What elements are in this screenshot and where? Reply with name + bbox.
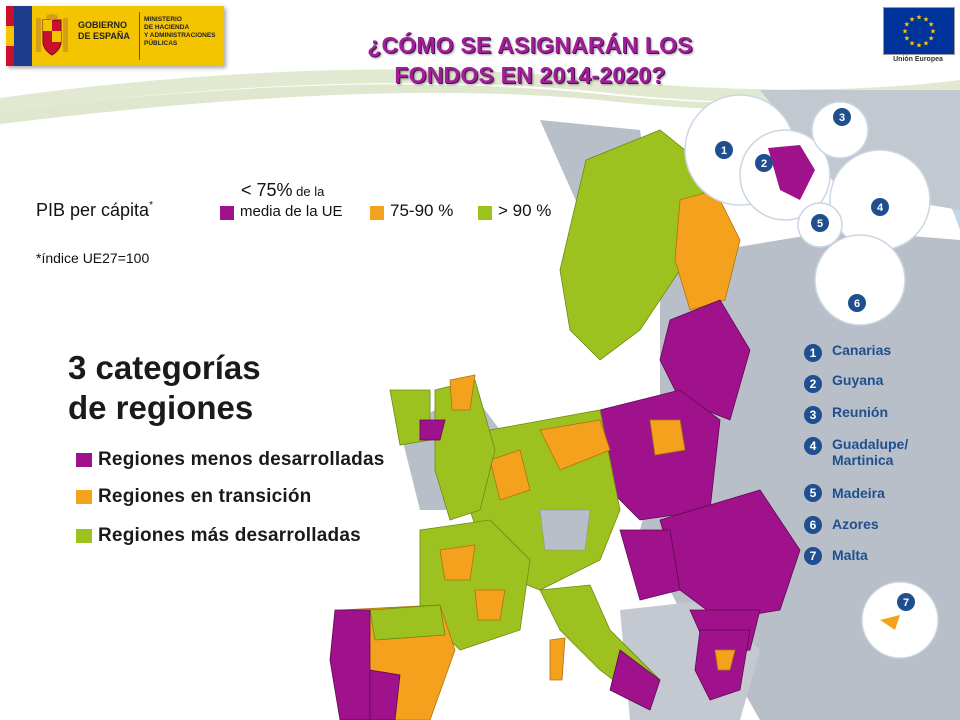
region-greece [694, 629, 751, 701]
categories-title-line2: de regiones [68, 389, 254, 426]
eu-star-icon: ★ [923, 40, 929, 48]
ue-note: *índice UE27=100 [36, 250, 150, 266]
region-iberia [329, 604, 456, 720]
ministry-line4: PÚBLICAS [144, 40, 178, 47]
inset-number-1: 1 [721, 145, 727, 157]
government-name: GOBIERNO DE ESPAÑA [78, 20, 136, 42]
ministry-line2: DE HACIENDA [144, 24, 190, 31]
swatch-lt75 [220, 206, 234, 220]
europe-regions-map: 1 2 3 4 5 6 7 [329, 90, 960, 720]
eu-stars-stripe [14, 6, 32, 66]
swatch-gt90 [478, 206, 492, 220]
eu-flag-logo: ★ ★ ★ ★ ★ ★ ★ ★ ★ ★ ★ ★ [883, 7, 955, 55]
inset-number-2: 2 [761, 158, 767, 170]
spain-flag-stripe [6, 6, 14, 66]
inset-number-5: 5 [817, 218, 823, 230]
inset-list-badge-6: 6 [804, 516, 822, 534]
region-france [419, 519, 531, 651]
swatch-75-90 [370, 206, 384, 220]
inset-list-label-7: Malta [832, 547, 868, 563]
category-label-less: Regiones menos desarrolladas [98, 449, 385, 470]
eu-star-icon: ★ [923, 15, 929, 23]
ministry-line1: MINISTERIO [144, 16, 182, 23]
eu-star-icon: ★ [909, 40, 915, 48]
ministry-line3: Y ADMINISTRACIONES [144, 32, 216, 39]
categories-title-line1: 3 categorías [68, 349, 261, 386]
eu-star-icon: ★ [930, 28, 936, 36]
inset-list-badge-3: 3 [804, 406, 822, 424]
inset-list-label-4: Guadalupe/ Martinica [832, 436, 909, 468]
pib-label-text: PIB per cápita [36, 200, 150, 220]
pib-label: PIB per cápita* [36, 200, 153, 221]
inset-list-badge-2: 2 [804, 375, 822, 393]
inset-list-label-2: Guyana [832, 372, 884, 388]
category-swatch-transition [76, 490, 92, 504]
lt75-line2: media de la UE [240, 203, 343, 220]
outermost-insets [684, 94, 939, 659]
title-line2: FONDOS EN 2014-2020? [394, 62, 666, 88]
coat-of-arms-icon [36, 14, 68, 56]
inset-number-6: 6 [854, 298, 860, 310]
region-italy [539, 584, 661, 711]
eu-star-icon: ★ [902, 28, 908, 36]
categories-title: 3 categorías de regiones [68, 348, 261, 428]
inset-number-4: 4 [877, 202, 884, 214]
eu-caption: Unión Europea [893, 56, 943, 63]
eu-stars-icon: ★ ★★★★★★★★★★★ [902, 14, 936, 50]
inset-list-label-6: Azores [832, 516, 879, 532]
logo-divider [139, 12, 140, 60]
inset-list-label-5: Madeira [832, 485, 885, 501]
eu-star-icon: ★ [928, 35, 934, 43]
inset-list-label-1: Canarias [832, 342, 892, 358]
inset-number-3: 3 [839, 112, 845, 124]
category-label-transition: Regiones en transición [98, 486, 312, 507]
category-swatch-less [76, 453, 92, 467]
title-line1: ¿CÓMO SE ASIGNARÁN LOS [367, 32, 693, 58]
category-label-more: Regiones más desarrolladas [98, 525, 361, 546]
lt75-label: < 75% de la [241, 180, 324, 201]
inset-list-badge-7: 7 [804, 547, 822, 565]
eu-star-icon: ★ [904, 21, 910, 29]
inset-list-label-3: Reunión [832, 404, 888, 420]
region-uk-ireland [389, 374, 496, 521]
page-title: ¿CÓMO SE ASIGNARÁN LOS FONDOS EN 2014-20… [290, 30, 770, 90]
lt75-prefix: < 75% [241, 180, 293, 200]
eu-star-icon: ★ [916, 42, 922, 50]
inset-badges: 1 2 3 4 5 6 7 [715, 108, 915, 611]
inset-number-7: 7 [903, 597, 909, 609]
eu-star-icon: ★ [928, 21, 934, 29]
eu-star-icon: ★ [909, 15, 915, 23]
inset-list-badge-5: 5 [804, 484, 822, 502]
gov-name-line2: DE ESPAÑA [78, 31, 130, 41]
high-label: > 90 % [498, 201, 552, 220]
eu-star-icon: ★ [904, 35, 910, 43]
lt75-prefix-small: de la [292, 184, 325, 199]
mid-label: 75-90 % [390, 201, 454, 220]
pib-star: * [149, 200, 153, 211]
inset-list-badge-1: 1 [804, 344, 822, 362]
category-swatch-more [76, 529, 92, 543]
ministry-name: MINISTERIO DE HACIENDA Y ADMINISTRACIONE… [144, 16, 224, 48]
eu-star-icon: ★ [916, 14, 922, 22]
gov-name-line1: GOBIERNO [78, 20, 128, 30]
government-logo: GOBIERNO DE ESPAÑA MINISTERIO DE HACIEND… [6, 6, 224, 66]
region-scandinavia [559, 129, 741, 361]
inset-list-badge-4: 4 [804, 437, 822, 455]
